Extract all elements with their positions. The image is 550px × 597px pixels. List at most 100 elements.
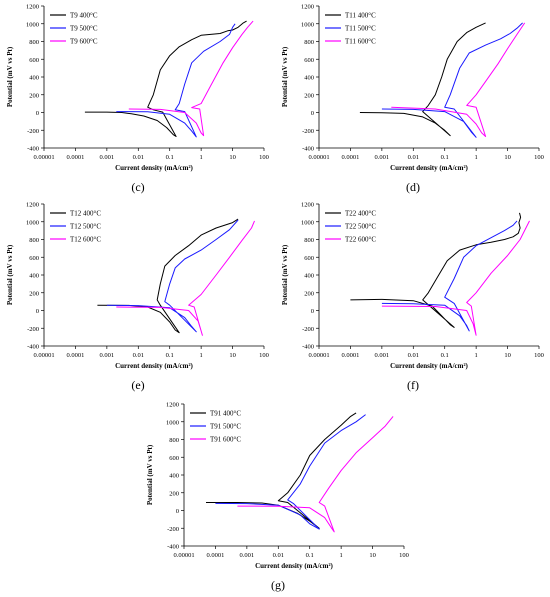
series-line-2	[391, 22, 526, 137]
y-tick-label: 1000	[301, 21, 314, 28]
x-tick-label: 0.0001	[66, 352, 84, 359]
y-tick-label: 200	[304, 290, 314, 297]
y-tick-label: 200	[304, 92, 314, 99]
y-tick-label: 1200	[301, 202, 314, 209]
panel-c: -400 -200 0 200 400 600 800 1000 1200 0.00001 0.00…	[0, 0, 275, 196]
series-line-0	[97, 218, 239, 334]
chart-e: -400 -200 0 200 400 600 800 1000 1200 0.00001 0.00…	[6, 202, 269, 371]
y-tick-label: -200	[302, 128, 314, 135]
caption-e: (e)	[131, 378, 145, 392]
x-tick-label: 1	[475, 352, 478, 359]
x-tick-label: 0.00001	[308, 352, 329, 359]
x-tick-label: 100	[534, 352, 544, 359]
x-axis-label: Current density (mA/cm²)	[255, 562, 333, 570]
y-tick-label: 600	[304, 57, 314, 64]
x-tick-label: 100	[259, 154, 269, 161]
x-tick-label: 0.001	[375, 352, 390, 359]
y-tick-label: 600	[29, 57, 39, 64]
x-tick-label: 0.00001	[308, 154, 329, 161]
legend-label: T11 400°C	[345, 12, 376, 20]
chart-c: -400 -200 0 200 400 600 800 1000 1200 0.00001 0.00…	[6, 4, 269, 173]
series-line-2	[128, 20, 254, 137]
x-tick-label: 0.1	[306, 552, 314, 559]
panel-g: -400 -200 0 200 400 600 800 1000 1200 0.00001 0.00…	[140, 398, 415, 597]
x-tick-label: 0.00001	[173, 552, 194, 559]
chart-d: -400 -200 0 200 400 600 800 1000 1200 0.00001 0.00…	[281, 4, 544, 173]
x-tick-label: 0.001	[240, 552, 255, 559]
y-tick-label: 1000	[26, 219, 39, 226]
series-line-2	[381, 220, 530, 336]
y-axis-label: Potential (mV vs Pt)	[281, 244, 289, 305]
y-tick-label: 200	[169, 490, 179, 497]
caption-f: (f)	[407, 378, 419, 392]
y-tick-label: -400	[167, 544, 179, 551]
y-tick-label: 1200	[26, 202, 39, 209]
legend-label: T91 400°C	[210, 410, 241, 418]
series-line-2	[237, 416, 394, 533]
x-tick-label: 0.01	[408, 352, 419, 359]
y-tick-label: 600	[169, 455, 179, 462]
y-tick-label: 0	[311, 110, 314, 117]
y-tick-label: 800	[29, 237, 39, 244]
x-tick-label: 0.001	[375, 154, 390, 161]
caption-c: (c)	[131, 180, 145, 194]
y-tick-label: -400	[302, 146, 314, 153]
x-axis-label: Current density (mA/cm²)	[390, 362, 468, 370]
caption-g: (g)	[271, 578, 285, 592]
x-tick-label: 0.00001	[33, 154, 54, 161]
y-tick-label: -200	[302, 326, 314, 333]
y-tick-label: 400	[304, 75, 314, 82]
y-tick-label: 600	[304, 255, 314, 262]
series-line-1	[116, 23, 236, 138]
y-tick-label: -400	[27, 344, 39, 351]
series-line-1	[215, 414, 366, 530]
x-tick-label: 0.00001	[33, 352, 54, 359]
y-axis-label: Potential (mV vs Pt)	[6, 244, 14, 305]
x-tick-label: 10	[229, 154, 236, 161]
panel-f: -400 -200 0 200 400 600 800 1000 1200 0.00001 0.00…	[275, 198, 550, 394]
y-tick-label: 1000	[166, 419, 179, 426]
y-tick-label: 1200	[301, 4, 314, 11]
series-line-1	[106, 219, 239, 333]
caption-d: (d)	[406, 180, 420, 194]
x-axis-label: Current density (mA/cm²)	[115, 362, 193, 370]
y-tick-label: 1200	[166, 402, 179, 409]
legend-label: T91 500°C	[210, 423, 241, 431]
series-line-2	[116, 220, 255, 336]
x-tick-label: 0.01	[408, 154, 419, 161]
x-tick-label: 10	[504, 154, 511, 161]
y-tick-label: 800	[169, 437, 179, 444]
y-tick-label: 400	[29, 273, 39, 280]
x-tick-label: 0.0001	[66, 154, 84, 161]
series-line-0	[359, 22, 486, 137]
y-tick-label: 200	[29, 290, 39, 297]
y-tick-label: 0	[36, 110, 39, 117]
x-tick-label: 10	[369, 552, 376, 559]
legend-label: T11 600°C	[345, 38, 376, 46]
x-tick-label: 0.1	[166, 352, 174, 359]
series-line-1	[381, 22, 523, 138]
y-axis-label: Potential (mV vs Pt)	[6, 46, 14, 107]
y-tick-label: 0	[36, 308, 39, 315]
y-tick-label: 200	[29, 92, 39, 99]
x-tick-label: 10	[504, 352, 511, 359]
y-tick-label: 400	[304, 273, 314, 280]
y-tick-label: 0	[311, 308, 314, 315]
y-axis-label: Potential (mV vs Pt)	[281, 46, 289, 107]
series-line-1	[381, 220, 518, 332]
legend-label: T9 400°C	[70, 12, 98, 20]
legend-label: T12 600°C	[70, 236, 101, 244]
x-tick-label: 1	[200, 154, 203, 161]
y-tick-label: 800	[29, 39, 39, 46]
x-tick-label: 0.0001	[341, 154, 359, 161]
x-tick-label: 100	[259, 352, 269, 359]
legend-label: T22 400°C	[345, 210, 376, 218]
y-tick-label: -200	[27, 128, 39, 135]
x-tick-label: 0.1	[441, 154, 449, 161]
y-tick-label: 400	[29, 75, 39, 82]
x-tick-label: 100	[534, 154, 544, 161]
y-tick-label: 400	[169, 473, 179, 480]
x-axis-label: Current density (mA/cm²)	[115, 164, 193, 172]
chart-f: -400 -200 0 200 400 600 800 1000 1200 0.00001 0.00…	[281, 202, 544, 371]
y-tick-label: -400	[302, 344, 314, 351]
